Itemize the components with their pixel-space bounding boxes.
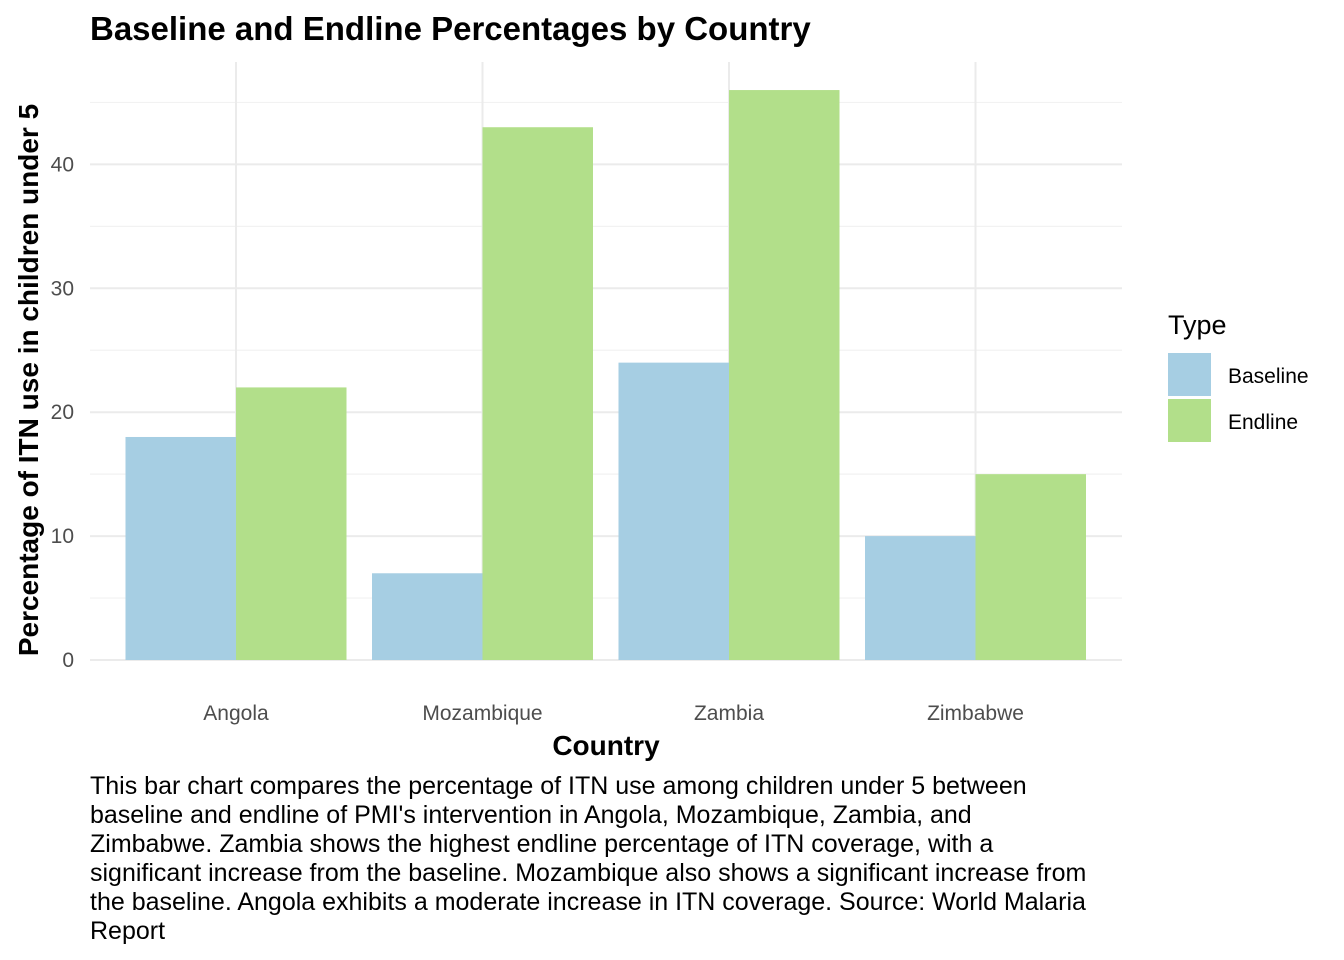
y-tick-label: 40 — [51, 153, 74, 176]
x-axis-title: Country — [552, 730, 660, 761]
x-tick-label: Zambia — [694, 702, 764, 725]
y-tick-label: 20 — [51, 401, 74, 424]
bar-chart: 0 10 20 30 40 Angola Mozambique Zambia Zimbabwe… — [13, 10, 1309, 761]
legend-label-endline: Endline — [1228, 411, 1298, 434]
legend: Type Baseline Endline — [1168, 310, 1309, 442]
y-tick-label: 30 — [51, 277, 74, 300]
y-tick-label: 0 — [62, 649, 74, 672]
bar-baseline-zimbabwe — [865, 536, 976, 660]
x-tick-label: Angola — [203, 702, 269, 725]
bars — [125, 90, 1086, 661]
bar-endline-mozambique — [482, 127, 593, 661]
y-axis-ticks: 0 10 20 30 40 — [51, 153, 74, 672]
bar-endline-zimbabwe — [975, 474, 1086, 660]
legend-key-endline — [1168, 399, 1211, 442]
x-tick-label: Zimbabwe — [927, 702, 1024, 725]
bar-baseline-angola — [125, 436, 236, 660]
x-tick-label: Mozambique — [422, 702, 542, 725]
x-axis-ticks: Angola Mozambique Zambia Zimbabwe — [203, 702, 1024, 725]
chart-caption: This bar chart compares the percentage o… — [90, 772, 1087, 945]
bar-endline-angola — [236, 387, 347, 660]
legend-title: Type — [1168, 310, 1227, 340]
legend-key-baseline — [1168, 353, 1211, 396]
bar-endline-zambia — [729, 90, 840, 660]
chart-title: Baseline and Endline Percentages by Coun… — [90, 10, 811, 47]
legend-label-baseline: Baseline — [1228, 365, 1309, 388]
bar-baseline-mozambique — [372, 573, 483, 660]
y-axis-title: Percentage of ITN use in children under … — [13, 104, 44, 656]
bar-baseline-zambia — [618, 362, 729, 660]
y-tick-label: 10 — [51, 525, 74, 548]
